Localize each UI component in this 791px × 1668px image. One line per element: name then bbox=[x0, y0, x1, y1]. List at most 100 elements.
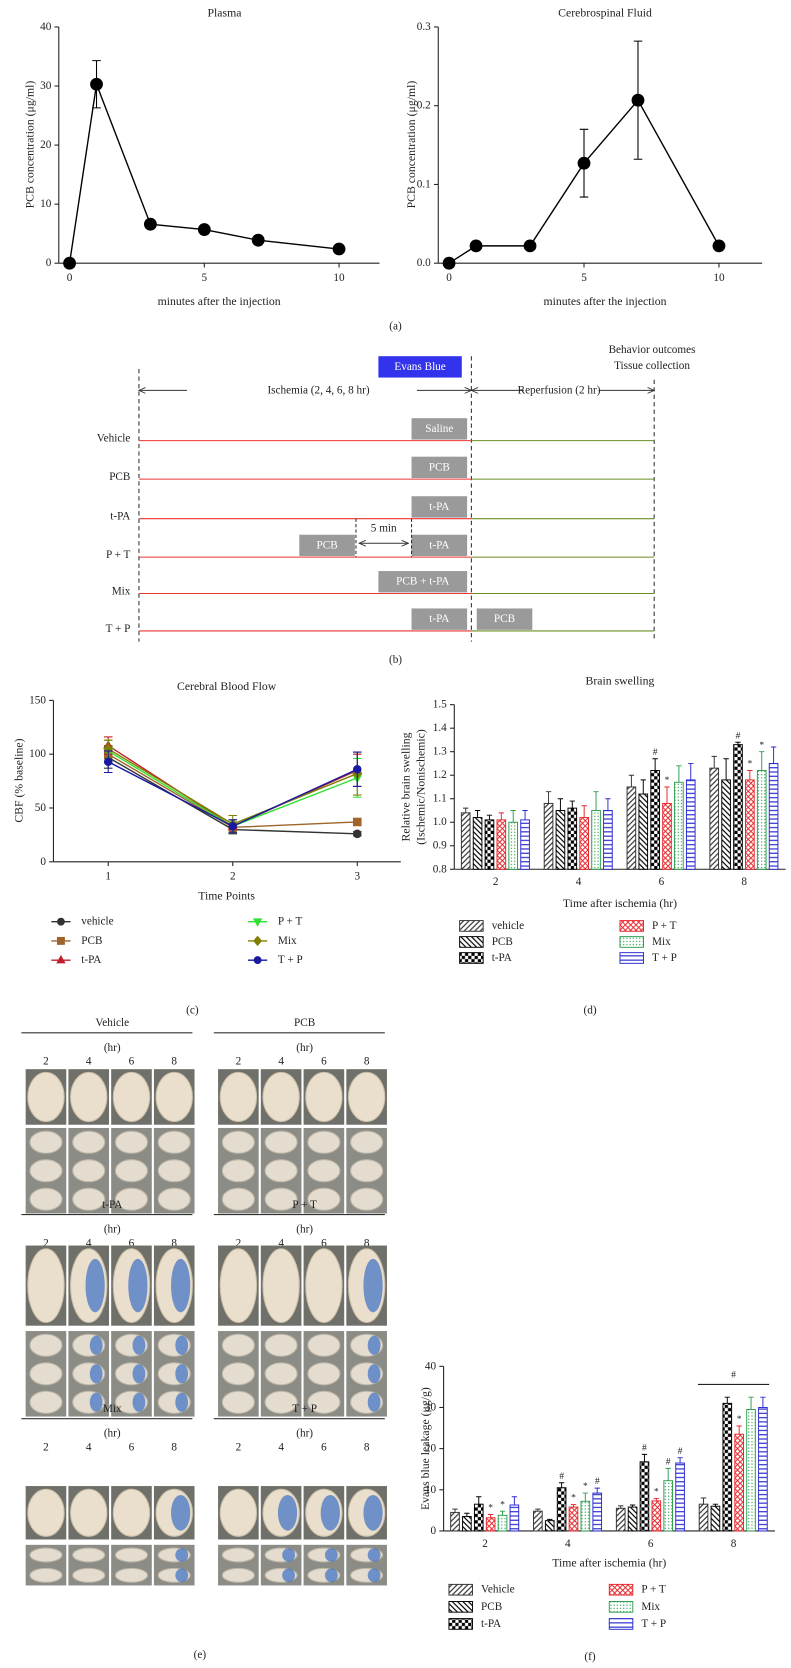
error-bar bbox=[711, 755, 717, 769]
brain-slice bbox=[114, 1547, 149, 1563]
bar bbox=[627, 1506, 638, 1532]
error-bar bbox=[570, 1504, 577, 1508]
hour-unit: (hr) bbox=[296, 1428, 313, 1440]
hour-unit: (hr) bbox=[104, 1042, 121, 1054]
bar bbox=[533, 1510, 543, 1532]
x-tick-label: 5 bbox=[202, 272, 208, 284]
whole-brain bbox=[347, 1071, 386, 1123]
data-point bbox=[90, 77, 103, 91]
whole-brain bbox=[70, 1071, 108, 1123]
error-bar bbox=[628, 774, 635, 787]
legend-label: t-PA bbox=[481, 1618, 502, 1630]
hour-unit: (hr) bbox=[296, 1042, 313, 1054]
bar bbox=[756, 770, 767, 870]
group-label: t-PA bbox=[110, 511, 131, 523]
error-bar bbox=[593, 791, 599, 811]
panel-label: (b) bbox=[389, 654, 402, 666]
error-bar bbox=[640, 779, 646, 795]
bar bbox=[592, 1492, 603, 1532]
legend-marker bbox=[56, 954, 66, 964]
error-bar bbox=[487, 1513, 494, 1518]
significance-mark: # bbox=[653, 747, 658, 758]
y-tick-label: 20 bbox=[40, 139, 52, 151]
significance-mark: # bbox=[642, 1442, 647, 1453]
y-tick-label: 1.4 bbox=[433, 722, 447, 734]
y-tick-label: 30 bbox=[425, 1401, 437, 1413]
error-bar bbox=[486, 814, 493, 820]
error-bar bbox=[748, 1396, 754, 1410]
y-tick-label: 40 bbox=[40, 21, 52, 33]
hour-label: 6 bbox=[129, 1056, 135, 1068]
brain-slice bbox=[264, 1362, 298, 1386]
y-axis-label: Relative brain swelling bbox=[400, 732, 413, 841]
brain-slice bbox=[29, 1159, 63, 1183]
group-title: t-PA bbox=[102, 1199, 123, 1211]
hour-label: 2 bbox=[43, 1056, 49, 1068]
error-bar bbox=[712, 1503, 719, 1507]
bar bbox=[472, 817, 483, 870]
significance-mark: # bbox=[559, 1471, 564, 1482]
treatment-box bbox=[411, 456, 468, 479]
error-bar bbox=[476, 1496, 482, 1505]
brain-slice bbox=[114, 1159, 149, 1183]
hour-label: 8 bbox=[364, 1237, 370, 1249]
error-bar bbox=[653, 1497, 659, 1501]
legend-swatch bbox=[608, 1618, 634, 1630]
brain-slice bbox=[29, 1130, 63, 1154]
hour-label: 2 bbox=[236, 1237, 242, 1249]
x-tick-label: 2 bbox=[493, 876, 499, 888]
x-axis-label: Time after ischemia (hr) bbox=[552, 1557, 666, 1570]
x-tick-label: 3 bbox=[354, 871, 360, 883]
treatment-box bbox=[476, 608, 533, 630]
whole-brain bbox=[219, 1248, 258, 1324]
brain-slice bbox=[29, 1390, 63, 1414]
data-point bbox=[197, 223, 211, 236]
error-bar bbox=[641, 1453, 648, 1462]
brain-slice bbox=[114, 1567, 149, 1583]
y-tick-label: 0 bbox=[40, 856, 46, 868]
bar bbox=[746, 1409, 756, 1532]
error-bar bbox=[558, 1482, 565, 1488]
legend-swatch bbox=[619, 936, 644, 948]
group-label: T + P bbox=[106, 623, 131, 635]
stain bbox=[175, 1335, 189, 1355]
x-axis-label: minutes after the injection bbox=[158, 295, 281, 308]
bar bbox=[496, 819, 507, 870]
treatment-label: t-PA bbox=[429, 613, 450, 625]
error-bar bbox=[582, 1492, 589, 1502]
hour-unit: (hr) bbox=[104, 1428, 121, 1440]
bar bbox=[709, 767, 720, 870]
bar bbox=[698, 1503, 709, 1532]
whole-brain bbox=[219, 1488, 258, 1537]
hour-label: 4 bbox=[278, 1056, 284, 1068]
significance-mark: * bbox=[759, 740, 764, 751]
hour-label: 8 bbox=[171, 1237, 177, 1249]
brain-slice bbox=[307, 1333, 341, 1357]
brain-slice bbox=[114, 1130, 149, 1154]
legend-label: PCB bbox=[492, 936, 513, 948]
y-tick-label: 1.2 bbox=[433, 769, 447, 781]
brain-slice bbox=[72, 1159, 106, 1183]
error-bar bbox=[677, 1457, 683, 1464]
treatment-box bbox=[411, 496, 468, 518]
treatment-label: t-PA bbox=[429, 539, 450, 551]
bar bbox=[556, 1487, 567, 1532]
bar bbox=[733, 744, 743, 870]
y-tick-label: 1.3 bbox=[433, 746, 447, 758]
x-tick-label: 4 bbox=[565, 1538, 571, 1550]
significance-mark: * bbox=[747, 759, 752, 770]
y-tick-label: 10 bbox=[425, 1484, 437, 1496]
bar bbox=[710, 1505, 721, 1532]
significance-mark: # bbox=[678, 1446, 683, 1457]
stain bbox=[324, 1548, 338, 1562]
bar bbox=[508, 821, 519, 870]
hour-label: 8 bbox=[171, 1056, 177, 1068]
whole-brain bbox=[219, 1071, 258, 1123]
hour-unit: (hr) bbox=[296, 1224, 313, 1236]
y-axis-label: Evans blue leakage (μg/g) bbox=[419, 1387, 432, 1510]
stain bbox=[175, 1364, 189, 1384]
brain-slice bbox=[72, 1567, 106, 1583]
bar bbox=[460, 812, 471, 870]
